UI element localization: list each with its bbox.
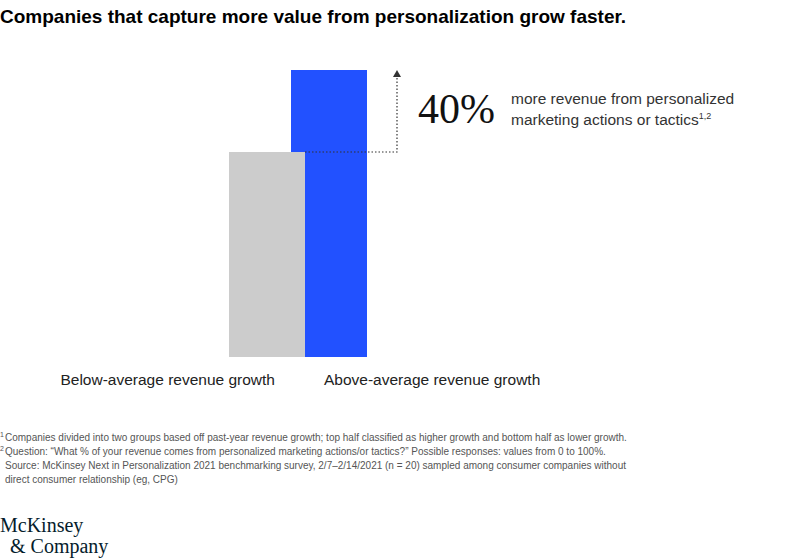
logo-text: McKinsey <box>0 514 83 537</box>
annotation-text: more revenue from personalized <box>511 90 734 107</box>
category-label: Below-average revenue growth <box>60 371 275 388</box>
title: Companies that capture more value from p… <box>0 6 626 27</box>
footnotes: 1Companies divided into two groups based… <box>0 431 627 485</box>
annotation-superscript: 1,2 <box>699 111 712 121</box>
footnote-marker: 1 <box>0 431 4 438</box>
annotation: 40% more revenue from personalized marketi… <box>305 70 734 152</box>
source: direct consumer relationship (eg, CPG) <box>5 474 178 485</box>
annotation-line: more revenue from personalized <box>511 90 734 107</box>
logo: McKinsey& Company <box>0 514 108 558</box>
annotation-line: marketing actions or tactics <box>511 111 699 128</box>
logo-text: & Company <box>10 535 108 558</box>
bars <box>229 70 367 357</box>
x-labels: Below-average revenue growth Above-averag… <box>60 371 540 388</box>
footnote-text: Question: “What % of your revenue comes … <box>5 446 606 457</box>
source: Source: McKinsey Next in Personalization… <box>5 460 626 471</box>
annotation-arrowhead <box>393 70 401 77</box>
annotation-connector <box>305 76 397 152</box>
chart: Companies that capture more value from p… <box>0 0 804 560</box>
category-label: Above-average revenue growth <box>324 371 540 388</box>
footnote-text: Companies divided into two groups based … <box>5 432 627 443</box>
annotation-text: marketing actions or tactics1,2 <box>511 111 711 128</box>
annotation-value: 40% <box>418 86 495 132</box>
footnote-marker: 2 <box>0 445 4 452</box>
bar <box>229 152 305 357</box>
